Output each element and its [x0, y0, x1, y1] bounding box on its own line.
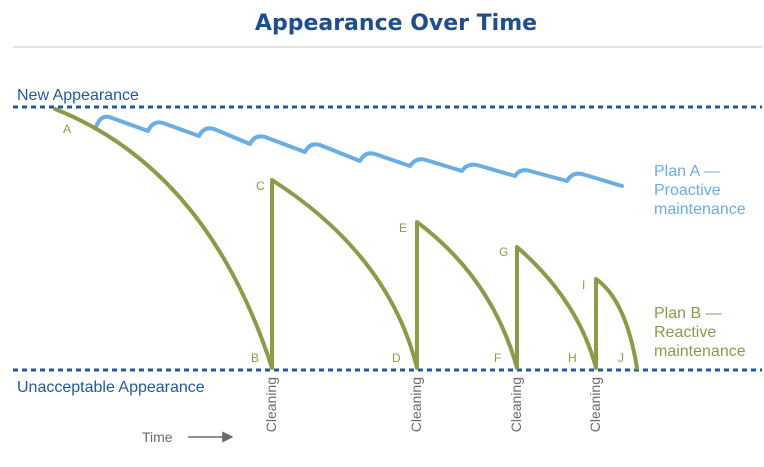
plan-b-curve: [53, 107, 639, 370]
point-label-c: C: [256, 179, 265, 193]
plan-a-label-line2: Proactive: [654, 182, 721, 199]
new-appearance-label: New Appearance: [17, 87, 139, 104]
plan-b-label-line3: maintenance: [654, 343, 746, 360]
plan-a-label-line3: maintenance: [654, 201, 746, 218]
plan-b-label-line1: Plan B —: [654, 305, 722, 322]
point-label-i: I: [582, 278, 585, 292]
plan-b-label-line2: Reactive: [654, 324, 716, 341]
plan-a-label-line1: Plan A —: [654, 163, 720, 180]
point-label-d: D: [392, 351, 401, 365]
plan-a-curve: [94, 114, 624, 188]
unacceptable-appearance-label: Unacceptable Appearance: [17, 379, 205, 396]
diagram-title: Appearance Over Time: [255, 11, 537, 36]
point-label-e: E: [399, 221, 407, 235]
point-label-h: H: [568, 351, 577, 365]
cleaning-label-1: Cleaning: [263, 377, 279, 432]
cleaning-label-3: Cleaning: [508, 377, 524, 432]
time-label: Time: [142, 429, 173, 445]
point-label-f: F: [494, 351, 501, 365]
cleaning-label-4: Cleaning: [587, 377, 603, 432]
cleaning-label-2: Cleaning: [408, 377, 424, 432]
point-label-a: A: [63, 122, 71, 136]
point-label-b: B: [251, 351, 259, 365]
point-label-j: J: [618, 351, 624, 365]
point-label-g: G: [499, 245, 508, 259]
